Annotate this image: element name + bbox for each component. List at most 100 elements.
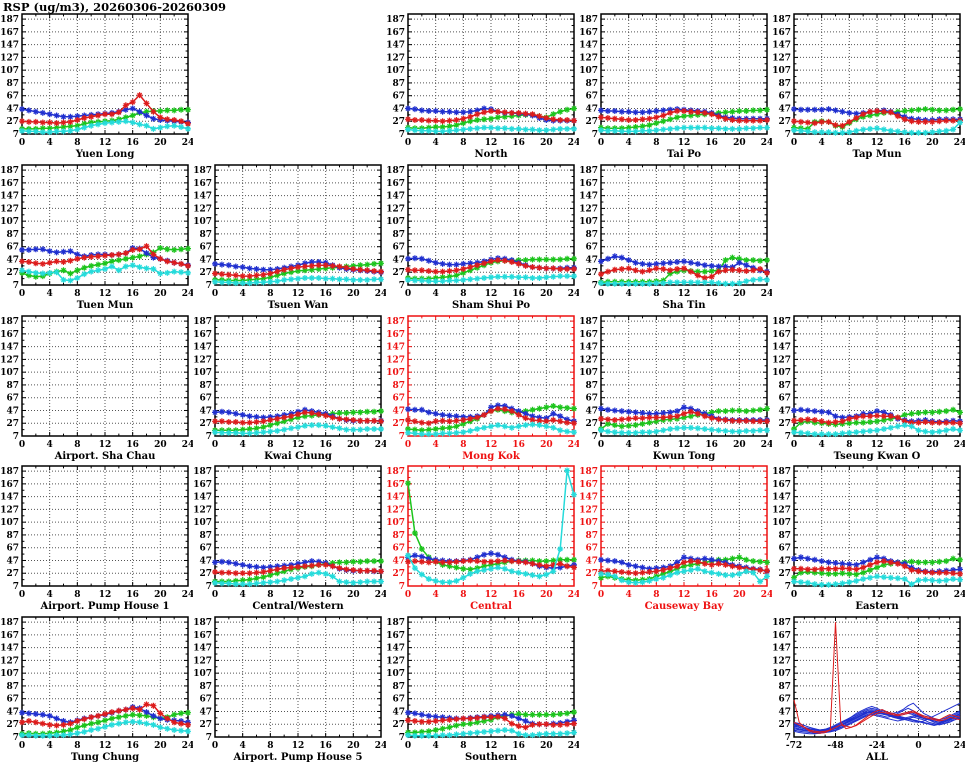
svg-text:107: 107 <box>772 66 791 76</box>
svg-text:7: 7 <box>592 432 598 442</box>
svg-text:67: 67 <box>6 394 19 404</box>
svg-text:8: 8 <box>460 440 466 450</box>
svg-text:0: 0 <box>791 440 797 450</box>
svg-text:4: 4 <box>626 138 632 148</box>
svg-text:147: 147 <box>579 192 598 202</box>
svg-text:16: 16 <box>898 590 911 600</box>
svg-text:12: 12 <box>292 440 305 450</box>
svg-text:187: 187 <box>0 15 19 25</box>
svg-text:87: 87 <box>199 531 212 541</box>
svg-text:67: 67 <box>392 92 405 102</box>
svg-text:67: 67 <box>392 243 405 253</box>
svg-text:107: 107 <box>386 66 405 76</box>
svg-text:7: 7 <box>785 130 791 140</box>
svg-text:7: 7 <box>785 733 791 743</box>
svg-text:87: 87 <box>6 79 19 89</box>
svg-text:127: 127 <box>772 355 791 365</box>
svg-text:27: 27 <box>199 569 212 579</box>
svg-text:24: 24 <box>954 138 965 148</box>
svg-text:167: 167 <box>0 28 19 38</box>
svg-text:87: 87 <box>392 230 405 240</box>
svg-text:187: 187 <box>0 317 19 327</box>
svg-text:7: 7 <box>592 582 598 592</box>
chart-title: Causeway Bay <box>645 601 725 612</box>
svg-text:187: 187 <box>579 317 598 327</box>
svg-text:4: 4 <box>626 590 632 600</box>
svg-text:187: 187 <box>386 467 405 477</box>
svg-text:67: 67 <box>6 695 19 705</box>
svg-text:107: 107 <box>386 518 405 528</box>
svg-text:107: 107 <box>386 669 405 679</box>
svg-text:0: 0 <box>405 590 411 600</box>
svg-text:107: 107 <box>193 518 212 528</box>
svg-text:24: 24 <box>954 590 965 600</box>
svg-text:16: 16 <box>512 289 525 299</box>
svg-text:0: 0 <box>19 741 25 751</box>
svg-text:16: 16 <box>512 138 525 148</box>
svg-text:127: 127 <box>0 355 19 365</box>
chart-tai-po: 7 27 47 67 87 107 127 147 167 187 0 4 8 12 16 20 24 Tai P… <box>579 8 772 160</box>
svg-text:87: 87 <box>392 682 405 692</box>
svg-text:8: 8 <box>267 440 273 450</box>
svg-text:147: 147 <box>193 644 212 654</box>
svg-text:67: 67 <box>585 243 598 253</box>
chart-kwun-tong: 7 27 47 67 87 107 127 147 167 187 0 4 8 12 16 20 24 Kwun … <box>579 310 772 462</box>
svg-text:167: 167 <box>193 480 212 490</box>
svg-text:12: 12 <box>678 289 691 299</box>
svg-text:107: 107 <box>772 368 791 378</box>
chart-airport-sha-chau: 7 27 47 67 87 107 127 147 167 187 0 4 8 12 16 20 24 Airpo… <box>0 310 193 462</box>
svg-text:27: 27 <box>778 720 791 730</box>
svg-text:87: 87 <box>199 682 212 692</box>
svg-text:147: 147 <box>579 41 598 51</box>
svg-text:12: 12 <box>871 138 884 148</box>
svg-text:20: 20 <box>154 741 167 751</box>
svg-text:147: 147 <box>0 644 19 654</box>
svg-text:20: 20 <box>733 289 746 299</box>
svg-text:7: 7 <box>399 582 405 592</box>
svg-text:107: 107 <box>193 669 212 679</box>
svg-text:16: 16 <box>898 440 911 450</box>
svg-text:24: 24 <box>568 138 579 148</box>
svg-text:16: 16 <box>319 741 332 751</box>
svg-text:147: 147 <box>772 343 791 353</box>
svg-text:7: 7 <box>13 733 19 743</box>
svg-text:167: 167 <box>386 480 405 490</box>
svg-text:-24: -24 <box>869 741 885 751</box>
chart-title: ALL <box>865 752 888 763</box>
svg-text:127: 127 <box>193 204 212 214</box>
svg-text:107: 107 <box>386 217 405 227</box>
svg-text:147: 147 <box>772 41 791 51</box>
svg-text:7: 7 <box>592 130 598 140</box>
svg-text:67: 67 <box>199 394 212 404</box>
svg-text:27: 27 <box>6 419 19 429</box>
svg-text:7: 7 <box>206 281 212 291</box>
svg-text:67: 67 <box>6 92 19 102</box>
svg-text:16: 16 <box>319 590 332 600</box>
svg-text:187: 187 <box>386 15 405 25</box>
svg-text:8: 8 <box>460 289 466 299</box>
svg-text:12: 12 <box>485 590 498 600</box>
svg-text:167: 167 <box>386 631 405 641</box>
svg-text:107: 107 <box>0 66 19 76</box>
svg-text:167: 167 <box>193 631 212 641</box>
svg-text:127: 127 <box>772 656 791 666</box>
chart-title: Tsuen Wan <box>268 300 329 311</box>
svg-text:187: 187 <box>0 166 19 176</box>
svg-text:20: 20 <box>540 289 553 299</box>
svg-text:147: 147 <box>772 493 791 503</box>
svg-text:24: 24 <box>375 590 386 600</box>
svg-text:27: 27 <box>199 720 212 730</box>
svg-text:8: 8 <box>460 590 466 600</box>
svg-text:107: 107 <box>579 217 598 227</box>
chart-title: Central <box>470 601 512 612</box>
svg-text:47: 47 <box>199 255 212 265</box>
svg-text:47: 47 <box>199 707 212 717</box>
chart-title: Tuen Mun <box>77 300 134 311</box>
svg-text:167: 167 <box>193 330 212 340</box>
svg-text:16: 16 <box>898 138 911 148</box>
svg-text:0: 0 <box>212 741 218 751</box>
svg-text:67: 67 <box>585 394 598 404</box>
svg-text:147: 147 <box>0 493 19 503</box>
svg-text:107: 107 <box>579 66 598 76</box>
chart-title: Kwun Tong <box>653 451 716 462</box>
